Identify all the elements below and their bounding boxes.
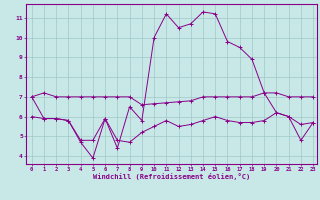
X-axis label: Windchill (Refroidissement éolien,°C): Windchill (Refroidissement éolien,°C) [92,173,250,180]
